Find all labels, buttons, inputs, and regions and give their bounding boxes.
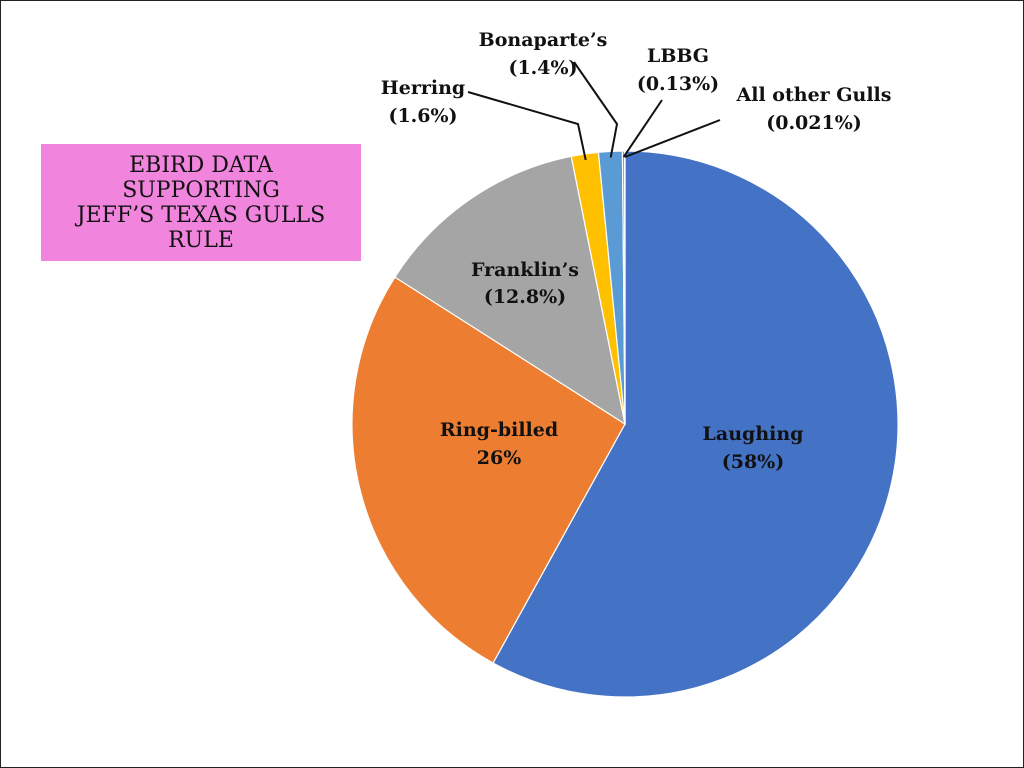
slice-label-all-other-gulls: All other Gulls <box>736 84 892 106</box>
leader-line-all-other-gulls <box>624 119 721 158</box>
slice-label-franklins: Franklin’s <box>471 259 579 281</box>
leader-line-bonapartes <box>573 61 619 158</box>
slice-label-bonapartes: Bonaparte’s <box>479 29 608 51</box>
slice-value-bonapartes: (1.4%) <box>508 57 577 79</box>
title-line-1: EBIRD DATA <box>129 152 273 178</box>
pie-slice-franklin-s <box>394 155 626 426</box>
slice-value-franklins: (12.8%) <box>484 286 566 308</box>
leader-line-lbbg <box>622 99 663 158</box>
slice-value-ring-billed: 26% <box>477 447 522 469</box>
title-line-2: SUPPORTING <box>122 177 280 203</box>
slice-value-all-other-gulls: (0.021%) <box>766 112 862 134</box>
pie-slice-laughing <box>492 150 899 698</box>
slice-label-laughing: Laughing <box>703 423 804 445</box>
slice-label-lbbg: LBBG <box>647 45 709 67</box>
leader-line-herring <box>467 91 587 161</box>
slice-labels: Laughing (58%) Ring-billed 26% Franklin’… <box>381 29 892 473</box>
slice-label-ring-billed: Ring-billed <box>440 419 558 441</box>
pie-slice-ring-billed <box>351 276 626 664</box>
pie-slices <box>351 150 899 698</box>
slice-value-lbbg: (0.13%) <box>637 73 719 95</box>
slice-value-herring: (1.6%) <box>388 105 457 127</box>
title-line-4: RULE <box>168 227 234 253</box>
title-box: EBIRD DATA SUPPORTING JEFF’S TEXAS GULLS… <box>41 144 361 261</box>
slice-label-herring: Herring <box>381 77 465 99</box>
slice-value-laughing: (58%) <box>722 451 784 473</box>
title-line-3: JEFF’S TEXAS GULLS <box>76 202 326 228</box>
leader-lines <box>467 61 721 161</box>
